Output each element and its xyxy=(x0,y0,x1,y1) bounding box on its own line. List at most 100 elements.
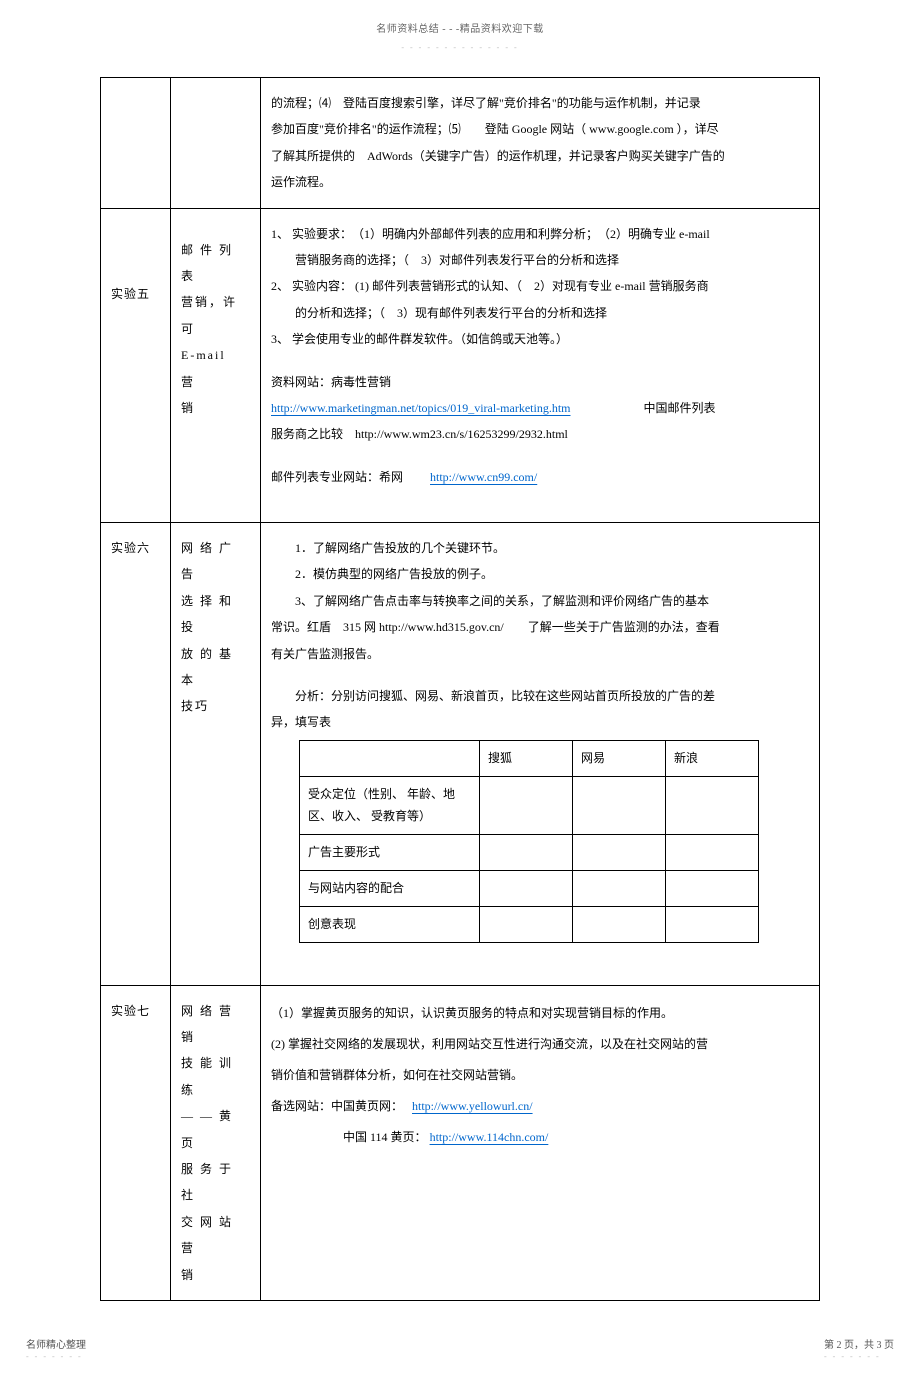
content-col: 1、 实验要求： （1）明确内外部邮件列表的应用和利弊分析； （2）明确专业 e… xyxy=(261,208,820,523)
exp-col: 实验五 xyxy=(101,208,171,523)
text-line: 了解其所提供的 AdWords（关键字广告）的运作机理，并记录客户购买关键字广告… xyxy=(271,143,809,169)
text-line: 有关广告监测报告。 xyxy=(271,641,809,667)
inner-td xyxy=(666,835,759,871)
text-line: 1．了解网络广告投放的几个关键环节。 xyxy=(271,535,809,561)
text-line: 邮件列表专业网站：希网 http://www.cn99.com/ xyxy=(271,464,809,490)
inner-td: 广告主要形式 xyxy=(300,835,480,871)
text-line: （1）掌握黄页服务的知识，认识黄页服务的特点和对实现营销目标的作用。 xyxy=(271,998,809,1029)
title-line: 销 xyxy=(181,1262,250,1288)
content-col: 1．了解网络广告投放的几个关键环节。 2．模仿典型的网络广告投放的例子。 3、了… xyxy=(261,523,820,986)
footer-right-text: 第 2 页，共 3 页 xyxy=(824,1336,894,1351)
spacer xyxy=(271,353,809,369)
text-line: 2．模仿典型的网络广告投放的例子。 xyxy=(271,561,809,587)
content-col: （1）掌握黄页服务的知识，认识黄页服务的特点和对实现营销目标的作用。 (2) 掌… xyxy=(261,985,820,1300)
title-col: 邮 件 列 表 营销，许可 E-mail 营 销 xyxy=(171,208,261,523)
title-line: 网 络 广 告 xyxy=(181,535,250,588)
spacer xyxy=(271,667,809,683)
text-line: 资料网站：病毒性营销 xyxy=(271,369,809,395)
viral-marketing-link[interactable]: http://www.marketingman.net/topics/019_v… xyxy=(271,401,571,415)
inner-td xyxy=(666,906,759,942)
inner-td: 创意表现 xyxy=(300,906,480,942)
footer-dots: - - - - - - - xyxy=(26,1352,86,1361)
text-line: 参加百度"竞价排名"的运作流程；⑸ 登陆 Google 网站（ www.goog… xyxy=(271,116,809,142)
page-header: 名师资料总结 - - -精品资料欢迎下载 xyxy=(0,20,920,35)
title-line: 技巧 xyxy=(181,693,250,719)
inner-row: 创意表现 xyxy=(300,906,759,942)
text-line: 的分析和选择；（ 3）现有邮件列表发行平台的分析和选择 xyxy=(271,300,809,326)
text-span: 备选网站：中国黄页网： xyxy=(271,1099,409,1113)
inner-row: 受众定位（性别、 年龄、地区、收入、 受教育等） xyxy=(300,776,759,835)
table-row: 实验六 网 络 广 告 选 择 和 投 放 的 基 本 技巧 1．了解网络广告投… xyxy=(101,523,820,986)
inner-td xyxy=(573,776,666,835)
footer-dots: - - - - - - - xyxy=(824,1352,894,1361)
text-line: 3、 学会使用专业的邮件群发软件。（如信鸽或天池等。） xyxy=(271,326,809,352)
inner-td xyxy=(666,776,759,835)
text-line: (2) 掌握社交网络的发展现状，利用网站交互性进行沟通交流，以及在社交网站的营 xyxy=(271,1029,809,1060)
analysis-table: 搜狐 网易 新浪 受众定位（性别、 年龄、地区、收入、 受教育等） 广告主要形式 xyxy=(299,740,759,943)
inner-td xyxy=(480,906,573,942)
exp-label: 实验五 xyxy=(111,281,160,307)
text-span: 中国邮件列表 xyxy=(644,401,716,415)
inner-row: 广告主要形式 xyxy=(300,835,759,871)
title-line: — — 黄 页 xyxy=(181,1103,250,1156)
text-line: 3、了解网络广告点击率与转换率之间的关系，了解监测和评价网络广告的基本 xyxy=(271,588,809,614)
text-line: 2、 实验内容： (1) 邮件列表营销形式的认知、（ 2）对现有专业 e-mai… xyxy=(271,273,809,299)
exp-col: 实验七 xyxy=(101,985,171,1300)
text-line: http://www.marketingman.net/topics/019_v… xyxy=(271,395,809,421)
header-dots: - - - - - - - - - - - - - - xyxy=(0,43,920,52)
table-row: 实验七 网 络 营 销 技 能 训 练 — — 黄 页 服 务 于 社 交 网 … xyxy=(101,985,820,1300)
text-line: 营销服务商的选择；（ 3）对邮件列表发行平台的分析和选择 xyxy=(271,247,809,273)
title-line: 放 的 基 本 xyxy=(181,641,250,694)
main-table: 的流程；⑷ 登陆百度搜索引擎，详尽了解"竞价排名"的功能与运作机制，并记录 参加… xyxy=(100,77,820,1301)
inner-th: 搜狐 xyxy=(480,740,573,776)
text-line: 1、 实验要求： （1）明确内外部邮件列表的应用和利弊分析； （2）明确专业 e… xyxy=(271,221,809,247)
exp-col: 实验六 xyxy=(101,523,171,986)
text-line: 中国 114 黄页： http://www.114chn.com/ xyxy=(271,1122,809,1153)
text-line: 备选网站：中国黄页网： http://www.yellowurl.cn/ xyxy=(271,1091,809,1122)
yellowurl-link[interactable]: http://www.yellowurl.cn/ xyxy=(412,1099,533,1113)
exp-col xyxy=(101,78,171,209)
title-col: 网 络 营 销 技 能 训 练 — — 黄 页 服 务 于 社 交 网 站 营 … xyxy=(171,985,261,1300)
exp-label: 实验六 xyxy=(111,535,160,561)
footer-left: 名师精心整理 - - - - - - - xyxy=(20,1336,86,1361)
title-line: 邮 件 列 表 xyxy=(181,237,250,290)
inner-td xyxy=(480,835,573,871)
text-line: 服务商之比较 http://www.wm23.cn/s/16253299/293… xyxy=(271,421,809,447)
spacer xyxy=(271,943,809,973)
inner-td: 受众定位（性别、 年龄、地区、收入、 受教育等） xyxy=(300,776,480,835)
cn99-link[interactable]: http://www.cn99.com/ xyxy=(430,470,537,484)
spacer xyxy=(271,448,809,464)
text-line: 常识。红盾 315 网 http://www.hd315.gov.cn/ 了解一… xyxy=(271,614,809,640)
title-line: 销 xyxy=(181,395,250,421)
page-footer: 名师精心整理 - - - - - - - 第 2 页，共 3 页 - - - -… xyxy=(20,1336,900,1361)
title-line: 交 网 站 营 xyxy=(181,1209,250,1262)
title-line: 服 务 于 社 xyxy=(181,1156,250,1209)
inner-th: 新浪 xyxy=(666,740,759,776)
title-col: 网 络 广 告 选 择 和 投 放 的 基 本 技巧 xyxy=(171,523,261,986)
inner-td: 与网站内容的配合 xyxy=(300,871,480,907)
inner-th: 网易 xyxy=(573,740,666,776)
inner-td xyxy=(480,871,573,907)
text-line: 的流程；⑷ 登陆百度搜索引擎，详尽了解"竞价排名"的功能与运作机制，并记录 xyxy=(271,90,809,116)
inner-td xyxy=(573,835,666,871)
footer-right: 第 2 页，共 3 页 - - - - - - - xyxy=(824,1336,900,1361)
exp-label: 实验七 xyxy=(111,998,160,1024)
inner-th xyxy=(300,740,480,776)
text-line: 销价值和营销群体分析，如何在社交网站营销。 xyxy=(271,1060,809,1091)
title-line: 技 能 训 练 xyxy=(181,1050,250,1103)
114chn-link[interactable]: http://www.114chn.com/ xyxy=(430,1130,549,1144)
inner-header-row: 搜狐 网易 新浪 xyxy=(300,740,759,776)
title-line: 营销，许可 xyxy=(181,289,250,342)
text-line: 异，填写表 xyxy=(271,709,809,735)
inner-td xyxy=(480,776,573,835)
inner-td xyxy=(573,906,666,942)
title-line: 选 择 和 投 xyxy=(181,588,250,641)
text-span: 邮件列表专业网站：希网 xyxy=(271,470,427,484)
table-row: 的流程；⑷ 登陆百度搜索引擎，详尽了解"竞价排名"的功能与运作机制，并记录 参加… xyxy=(101,78,820,209)
spacer xyxy=(271,490,809,510)
text-line: 分析：分别访问搜狐、网易、新浪首页，比较在这些网站首页所投放的广告的差 xyxy=(271,683,809,709)
table-row: 实验五 邮 件 列 表 营销，许可 E-mail 营 销 1、 实验要求： （1… xyxy=(101,208,820,523)
text-span: 中国 114 黄页： xyxy=(271,1130,430,1144)
inner-row: 与网站内容的配合 xyxy=(300,871,759,907)
title-col xyxy=(171,78,261,209)
